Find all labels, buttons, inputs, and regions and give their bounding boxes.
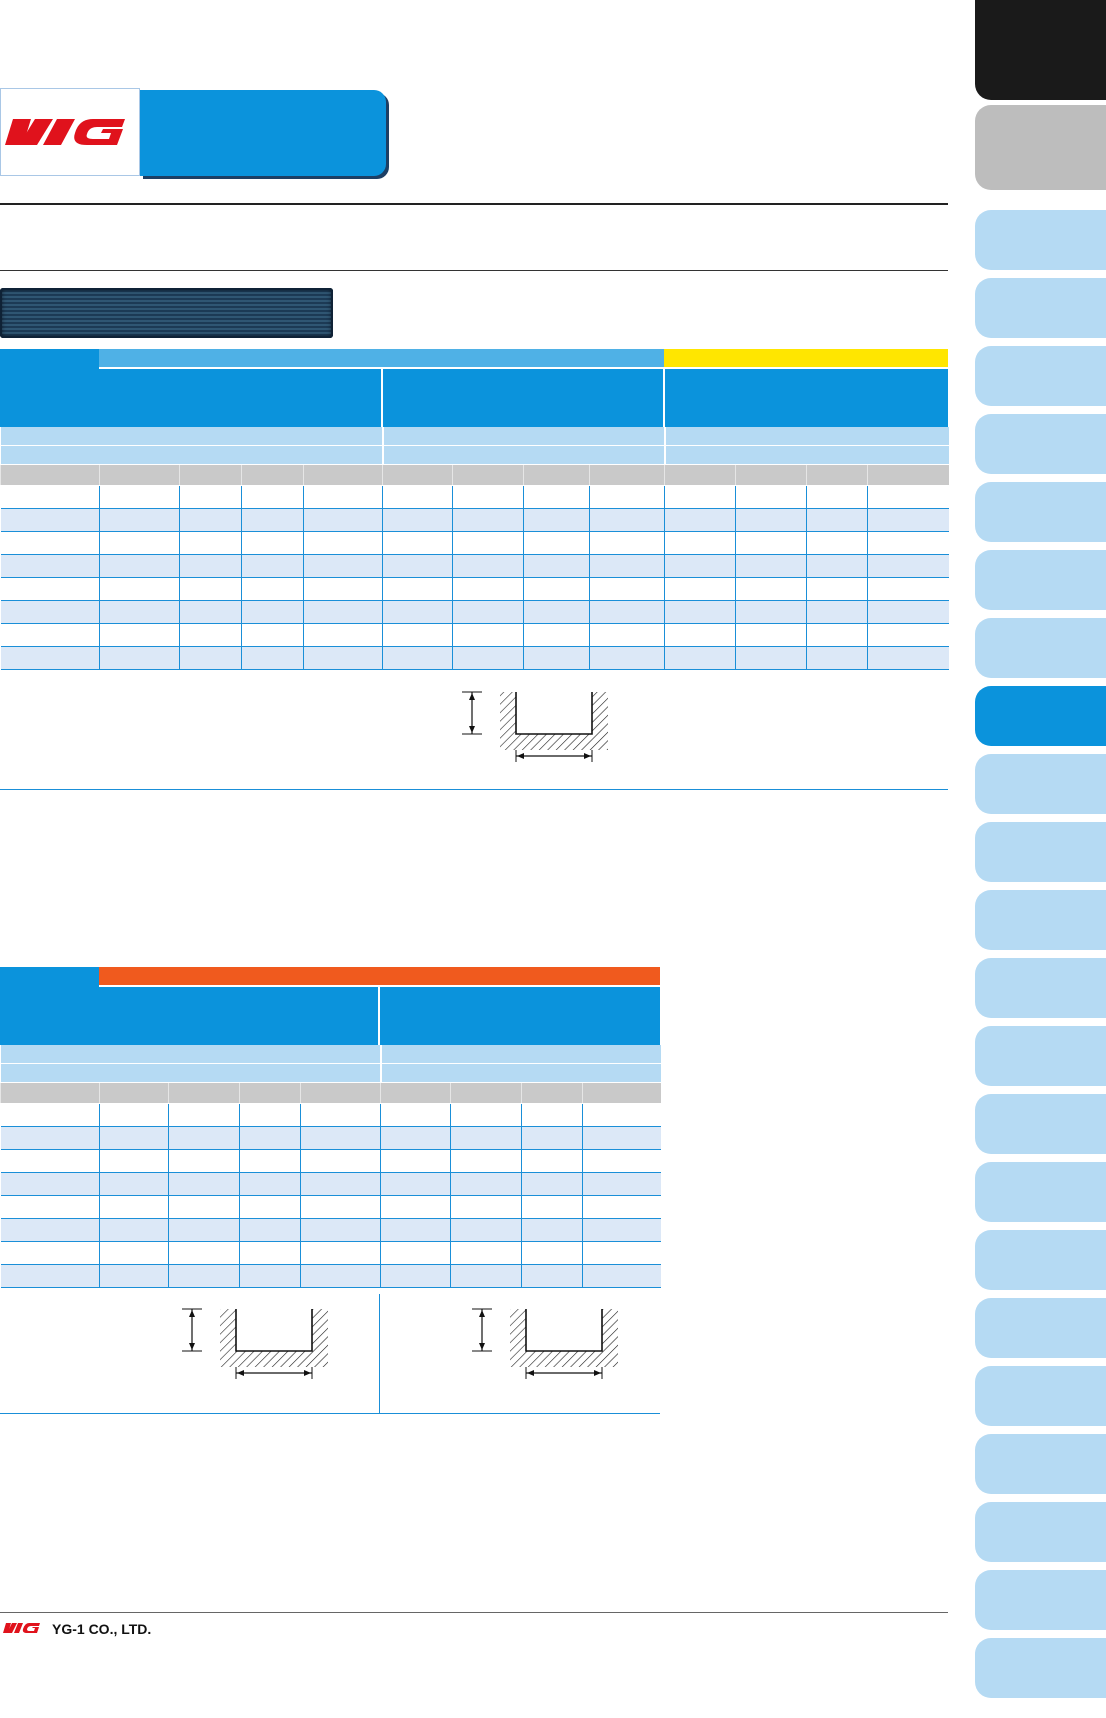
side-tab-23[interactable] — [975, 1570, 1106, 1630]
table-row — [0, 646, 949, 670]
side-tab-19[interactable] — [975, 1298, 1106, 1358]
table-row — [0, 1103, 661, 1127]
table1-subheader-b — [383, 369, 663, 427]
header-title-bar — [140, 90, 386, 176]
table1-corner-header — [0, 349, 99, 427]
brand-logo — [0, 88, 140, 176]
table-row — [0, 1126, 661, 1150]
table2-band-row — [0, 1045, 661, 1064]
side-tab-6[interactable] — [975, 414, 1106, 474]
table1-subheader-a — [99, 369, 381, 427]
table1-band-row — [0, 427, 949, 446]
table-row — [0, 1195, 661, 1219]
slot-width-diagram-icon — [472, 1308, 618, 1379]
table2-subheader-b — [380, 987, 660, 1045]
table2 — [0, 1045, 661, 1288]
side-tab-5[interactable] — [975, 346, 1106, 406]
table-row — [0, 1172, 661, 1196]
table-row — [0, 554, 949, 578]
table1-group-header-yellow — [664, 349, 948, 367]
side-tab-21[interactable] — [975, 1434, 1106, 1494]
table-row — [0, 600, 949, 624]
side-tab-15[interactable] — [975, 1026, 1106, 1086]
side-tab-3[interactable] — [975, 210, 1106, 270]
slot-depth-diagram-icon — [182, 1308, 328, 1379]
table1-column-header-row — [0, 464, 949, 486]
table2-group-header-orange — [99, 967, 660, 985]
side-tab-18[interactable] — [975, 1230, 1106, 1290]
footer-divider — [0, 1612, 948, 1613]
side-tab-9[interactable] — [975, 618, 1106, 678]
table1-bottom-rule — [0, 789, 948, 790]
table2-band-row — [0, 1063, 661, 1083]
yg-logo-small-icon — [3, 1623, 40, 1633]
slot-depth-diagram-icon — [462, 691, 608, 762]
table-row — [0, 1218, 661, 1242]
table-row — [0, 1264, 661, 1288]
table2-corner-header — [0, 967, 99, 1045]
table1 — [0, 427, 949, 670]
table2-column-header-row — [0, 1082, 661, 1104]
side-tab-20[interactable] — [975, 1366, 1106, 1426]
table1-subheader-c — [665, 369, 948, 427]
side-tab-1[interactable] — [975, 0, 1106, 100]
table-row — [0, 1241, 661, 1265]
table-row — [0, 1149, 661, 1173]
side-tab-10[interactable] — [975, 686, 1106, 746]
side-tab-8[interactable] — [975, 550, 1106, 610]
header-divider — [0, 203, 948, 205]
table2-subheader-a — [99, 987, 378, 1045]
side-tab-16[interactable] — [975, 1094, 1106, 1154]
yg-logo-icon — [5, 119, 125, 145]
table-row — [0, 623, 949, 647]
table-row — [0, 508, 949, 532]
side-tab-13[interactable] — [975, 890, 1106, 950]
side-tab-11[interactable] — [975, 754, 1106, 814]
side-tab-2[interactable] — [975, 105, 1106, 190]
subheader-divider — [0, 270, 948, 271]
table1-band-row — [0, 445, 949, 465]
table2-bottom-rule — [0, 1413, 660, 1414]
side-tab-17[interactable] — [975, 1162, 1106, 1222]
table-row — [0, 531, 949, 555]
side-tab-12[interactable] — [975, 822, 1106, 882]
company-name: YG-1 CO., LTD. — [52, 1621, 152, 1637]
section-title-ribbon — [0, 288, 333, 338]
side-tab-4[interactable] — [975, 278, 1106, 338]
side-tab-14[interactable] — [975, 958, 1106, 1018]
side-tab-24[interactable] — [975, 1638, 1106, 1698]
side-tab-7[interactable] — [975, 482, 1106, 542]
side-tab-22[interactable] — [975, 1502, 1106, 1562]
table-row — [0, 577, 949, 601]
table-row — [0, 485, 949, 509]
table2-diagram-divider — [379, 1294, 380, 1413]
table1-group-header-blue — [99, 349, 664, 367]
